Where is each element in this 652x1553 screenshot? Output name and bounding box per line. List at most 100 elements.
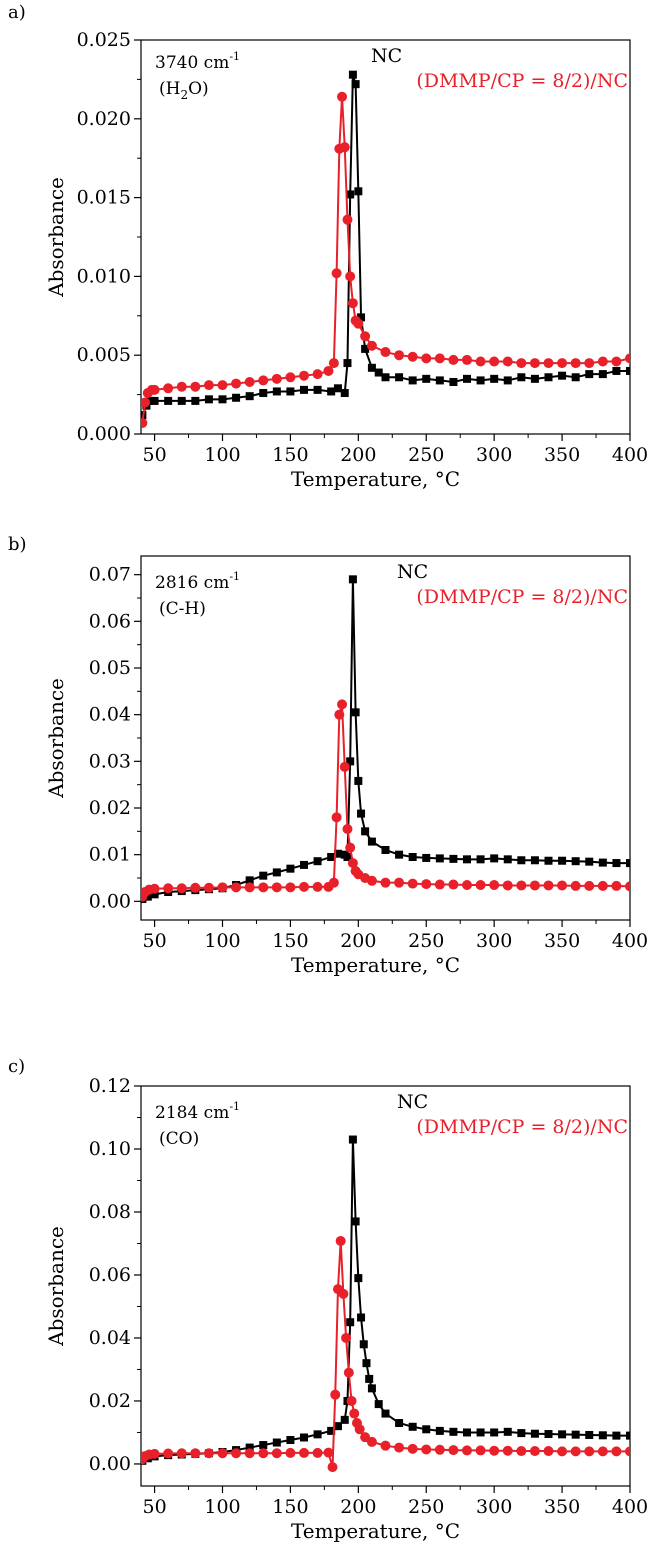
data-point-dmmp (339, 142, 350, 153)
data-point-nc (259, 1441, 268, 1450)
data-point-dmmp (584, 1446, 595, 1457)
data-point-nc (517, 373, 526, 382)
data-point-dmmp (366, 340, 377, 351)
data-point-dmmp (271, 882, 282, 893)
data-point-dmmp (217, 882, 228, 893)
data-point-dmmp (176, 883, 187, 894)
data-point-dmmp (625, 881, 630, 892)
x-tick-label: 400 (612, 444, 648, 466)
data-point-dmmp (323, 365, 334, 376)
data-point-nc (517, 1429, 526, 1438)
data-point-nc (449, 377, 458, 386)
chart-panel-2: b) 50 100 150 200 250 300 350 400 0.00 0.01 0.02 0.0… (8, 534, 648, 977)
data-point-dmmp (489, 1445, 500, 1456)
panel-label: b) (8, 534, 27, 555)
data-point-dmmp (203, 882, 214, 893)
data-point-dmmp (475, 880, 486, 890)
data-point-dmmp (342, 214, 353, 225)
panel-label: a) (8, 2, 26, 23)
data-point-nc (164, 396, 173, 405)
data-point-dmmp (299, 881, 309, 892)
data-point-nc (374, 1400, 383, 1409)
data-point-dmmp (149, 384, 160, 395)
data-point-nc (367, 363, 376, 372)
data-point-nc (530, 1429, 539, 1438)
data-point-nc (381, 1409, 390, 1418)
data-point-nc (259, 871, 268, 880)
data-point-dmmp (394, 877, 405, 888)
data-point-dmmp (338, 1288, 349, 1299)
data-point-nc (343, 359, 352, 368)
data-point-dmmp (323, 1447, 334, 1458)
data-point-dmmp (271, 373, 282, 384)
data-point-dmmp (475, 1445, 486, 1456)
species-annotation: (CO) (159, 1129, 199, 1149)
data-point-dmmp (516, 880, 527, 891)
series-line-dmmp (141, 704, 630, 898)
data-point-nc (449, 1427, 458, 1436)
data-point-dmmp (448, 354, 459, 365)
x-tick-label: 350 (544, 444, 580, 466)
data-point-dmmp (570, 358, 581, 369)
data-point-dmmp (502, 356, 513, 367)
data-point-nc (150, 396, 159, 405)
data-point-dmmp (337, 699, 348, 710)
y-tick-label: 0.05 (89, 657, 131, 679)
wavenumber-annotation: 3740 cm-1 (155, 50, 240, 73)
data-point-nc (463, 1428, 471, 1437)
y-axis-label: Absorbance (44, 1226, 68, 1347)
x-tick-label: 400 (612, 930, 648, 952)
data-point-dmmp (394, 350, 405, 361)
data-point-dmmp (285, 882, 296, 893)
x-tick-label: 300 (476, 1496, 512, 1518)
y-tick-label: 0.025 (77, 29, 131, 51)
data-point-nc (348, 1135, 357, 1144)
data-point-dmmp (407, 351, 418, 362)
series-line-dmmp (141, 1240, 630, 1468)
data-point-dmmp (366, 1436, 377, 1447)
data-point-dmmp (347, 298, 358, 309)
data-point-dmmp (299, 1447, 309, 1458)
data-point-nc (177, 396, 186, 405)
x-tick-label: 150 (272, 930, 308, 952)
data-point-dmmp (462, 354, 472, 365)
data-point-dmmp (244, 882, 255, 893)
wavenumber-annotation: 2184 cm-1 (155, 1100, 240, 1123)
data-point-dmmp (349, 1408, 360, 1419)
data-point-dmmp (337, 91, 348, 102)
x-tick-label: 250 (408, 1496, 444, 1518)
data-point-dmmp (163, 1448, 174, 1459)
x-axis-label: Temperature, °C (291, 467, 460, 491)
data-point-dmmp (462, 880, 472, 890)
y-tick-label: 0.10 (89, 1138, 131, 1160)
data-point-dmmp (231, 882, 242, 893)
data-point-nc (286, 864, 295, 873)
data-point-dmmp (328, 358, 339, 369)
data-point-nc (422, 853, 431, 862)
data-point-nc (585, 1430, 594, 1439)
data-point-dmmp (448, 879, 459, 890)
x-axis-label: Temperature, °C (291, 1519, 460, 1543)
data-point-nc (408, 376, 417, 385)
legend-nc: NC (397, 1091, 428, 1113)
data-point-nc (300, 385, 308, 394)
data-point-nc (612, 366, 621, 375)
x-tick-label: 300 (476, 930, 512, 952)
data-point-nc (530, 374, 539, 383)
data-point-nc (245, 1443, 254, 1452)
data-point-dmmp (529, 358, 540, 369)
data-point-nc (348, 70, 357, 79)
data-point-nc (348, 575, 357, 584)
y-tick-label: 0.04 (89, 1327, 131, 1349)
data-point-dmmp (285, 1447, 296, 1458)
series-group (141, 1135, 630, 1473)
data-point-dmmp (176, 1448, 187, 1459)
data-point-dmmp (347, 858, 358, 869)
data-point-nc (374, 368, 383, 377)
data-point-dmmp (516, 358, 527, 369)
x-tick-label: 50 (142, 1496, 166, 1518)
data-point-dmmp (331, 268, 342, 279)
data-point-dmmp (341, 1332, 352, 1343)
x-tick-label: 100 (204, 444, 240, 466)
data-point-nc (408, 1422, 417, 1431)
